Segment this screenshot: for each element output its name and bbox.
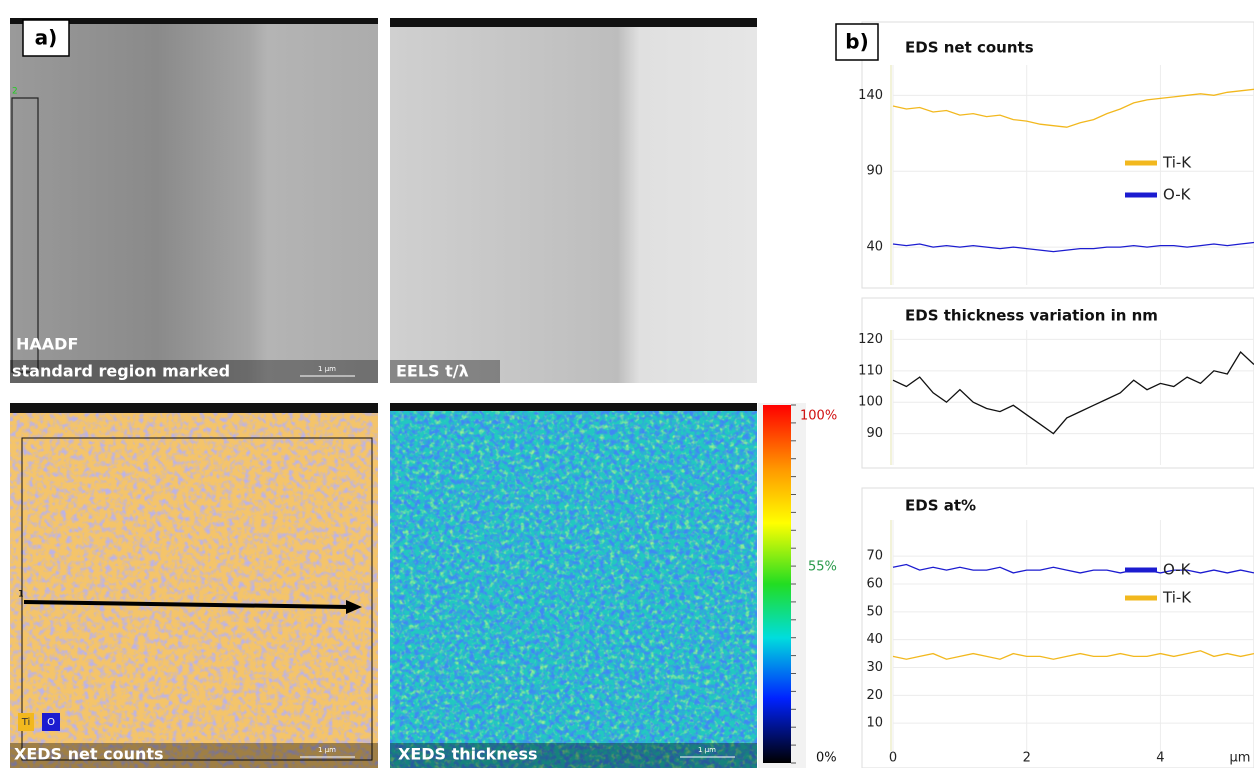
caption-bar xyxy=(10,360,378,383)
image-edge xyxy=(390,18,757,27)
image-caption: standard region marked xyxy=(12,362,230,381)
y-tick-label: 120 xyxy=(858,332,883,347)
panel-label: a) xyxy=(35,26,58,50)
map-region xyxy=(21,437,373,761)
line-scan-arrow xyxy=(23,600,349,609)
image-edge xyxy=(10,18,378,24)
image-caption: EELS t/λ xyxy=(396,362,469,381)
scale-bar-label: 1 µm xyxy=(318,365,336,373)
colorbar xyxy=(763,405,791,763)
x-axis-label: µm xyxy=(1230,751,1251,766)
region-label: 2 xyxy=(12,87,18,97)
y-tick-label: 90 xyxy=(866,164,883,179)
xeds-counts-noise xyxy=(10,403,378,768)
arrow-head xyxy=(346,600,362,614)
legend-swatch xyxy=(18,713,34,731)
data-line xyxy=(892,88,1254,128)
xeds-thickness-noise xyxy=(390,403,757,768)
legend-label: Ti xyxy=(21,717,31,728)
data-line xyxy=(892,241,1254,253)
x-tick-label: 4 xyxy=(1156,751,1164,766)
x-tick-label: 2 xyxy=(1023,751,1031,766)
legend-label: Ti-K xyxy=(1162,589,1192,607)
chart-title: EDS at% xyxy=(905,497,976,515)
image-caption: XEDS thickness xyxy=(398,745,538,764)
y-tick-label: 70 xyxy=(866,549,883,564)
image-caption: XEDS net counts xyxy=(14,745,164,764)
chart-title: EDS net counts xyxy=(905,39,1034,57)
y-tick-label: 90 xyxy=(866,426,883,441)
chart-frame xyxy=(861,21,1254,289)
y-tick-label: 100 xyxy=(858,395,883,410)
legend-label: Ti-K xyxy=(1162,154,1192,172)
panel-label-box xyxy=(22,19,70,57)
data-line xyxy=(892,650,1254,660)
x-tick-label: 0 xyxy=(889,751,897,766)
y-tick-label: 60 xyxy=(866,577,883,592)
y-tick-label: 30 xyxy=(866,660,883,675)
image-edge xyxy=(390,403,757,411)
chart-frame xyxy=(861,297,1254,469)
colorbar-label: 0% xyxy=(816,751,837,766)
legend-swatch xyxy=(42,713,60,731)
legend-label: O-K xyxy=(1163,561,1192,579)
image-edge xyxy=(10,403,378,413)
colorbar-label: 55% xyxy=(808,560,837,575)
panel-label: b) xyxy=(845,30,868,54)
y-tick-label: 40 xyxy=(866,632,883,647)
chart-frame xyxy=(861,487,1254,768)
legend-label: O xyxy=(47,717,55,728)
y-tick-label: 10 xyxy=(866,716,883,731)
y-tick-label: 140 xyxy=(858,88,883,103)
chart-title: EDS thickness variation in nm xyxy=(905,307,1158,325)
y-tick-label: 40 xyxy=(866,240,883,255)
y-tick-label: 20 xyxy=(866,688,883,703)
line-label: 1 xyxy=(18,590,24,600)
panel-label-box xyxy=(835,23,879,61)
colorbar-ticks xyxy=(791,404,796,764)
scale-bar-label: 1 µm xyxy=(318,746,336,754)
y-tick-label: 110 xyxy=(858,363,883,378)
eels-image xyxy=(390,18,757,383)
caption-bar xyxy=(10,743,378,768)
colorbar-label: 100% xyxy=(800,409,837,424)
standard-region xyxy=(11,97,39,373)
haadf-image xyxy=(10,18,378,383)
caption-bar xyxy=(390,743,757,768)
data-line xyxy=(892,350,1254,435)
data-line xyxy=(892,563,1254,574)
legend-label: O-K xyxy=(1163,186,1192,204)
image-label: HAADF xyxy=(16,335,78,354)
y-tick-label: 50 xyxy=(866,604,883,619)
caption-bar xyxy=(390,360,500,383)
scale-bar-label: 1 µm xyxy=(698,746,716,754)
